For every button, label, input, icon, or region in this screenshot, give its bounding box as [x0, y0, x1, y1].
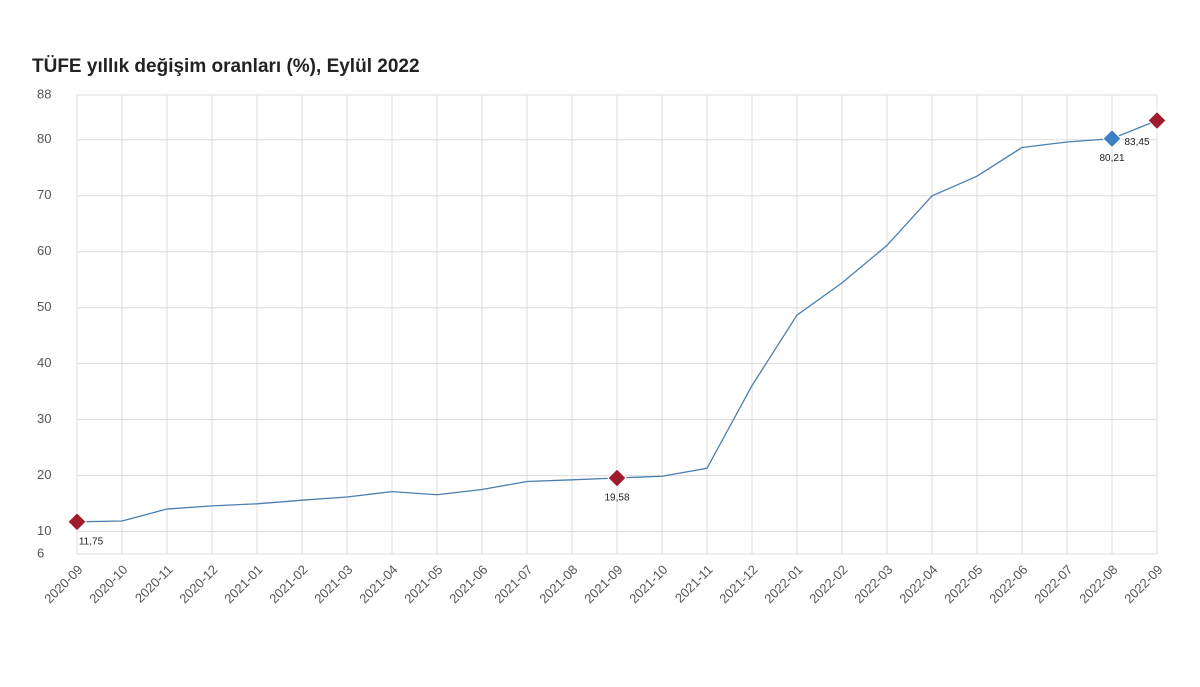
- x-tick-label: 2021-02: [266, 562, 310, 606]
- x-tick-label: 2021-03: [311, 562, 355, 606]
- x-tick-label: 2022-01: [761, 562, 805, 606]
- marker: [1147, 110, 1167, 131]
- y-tick-label: 6: [37, 545, 44, 560]
- x-tick-label: 2021-07: [491, 562, 535, 606]
- x-tick-label: 2022-08: [1076, 562, 1120, 606]
- y-tick-label: 10: [37, 523, 51, 538]
- y-tick-label: 50: [37, 299, 51, 314]
- x-tick-label: 2021-04: [356, 562, 400, 606]
- data-label: 11,75: [79, 536, 104, 547]
- y-tick-label: 60: [37, 243, 51, 258]
- chart-title: TÜFE yıllık değişim oranları (%), Eylül …: [32, 56, 420, 77]
- x-tick-label: 2021-06: [446, 562, 490, 606]
- x-tick-label: 2020-12: [176, 562, 220, 606]
- data-label: 80,21: [1099, 153, 1124, 164]
- marker: [1102, 128, 1122, 149]
- y-tick-label: 20: [37, 467, 51, 482]
- x-tick-label: 2022-02: [806, 562, 850, 606]
- y-tick-label: 88: [37, 86, 51, 101]
- x-tick-label: 2021-09: [581, 562, 625, 606]
- x-tick-label: 2020-11: [132, 562, 176, 606]
- x-tick-label: 2021-08: [536, 562, 580, 606]
- y-tick-label: 30: [37, 411, 51, 426]
- x-tick-label: 2022-07: [1031, 562, 1075, 606]
- x-tick-label: 2022-04: [896, 562, 940, 606]
- x-tick-label: 2021-11: [672, 562, 716, 606]
- x-tick-label: 2021-01: [221, 562, 265, 606]
- x-tick-label: 2021-12: [716, 562, 760, 606]
- data-label: 19,58: [604, 493, 629, 504]
- x-tick-label: 2021-05: [401, 562, 445, 606]
- x-tick-label: 2021-10: [626, 562, 670, 606]
- y-tick-label: 80: [37, 131, 51, 146]
- marker: [67, 512, 87, 532]
- y-tick-label: 70: [37, 187, 51, 202]
- x-tick-label: 2022-03: [851, 562, 895, 606]
- y-tick-label: 40: [37, 355, 51, 370]
- data-label: 83,45: [1124, 137, 1149, 148]
- x-tick-label: 2022-06: [986, 562, 1030, 606]
- x-tick-label: 2022-09: [1121, 562, 1165, 606]
- marker: [607, 468, 627, 488]
- x-tick-label: 2020-09: [41, 562, 85, 606]
- x-tick-label: 2020-10: [86, 562, 130, 606]
- x-tick-label: 2022-05: [941, 562, 985, 606]
